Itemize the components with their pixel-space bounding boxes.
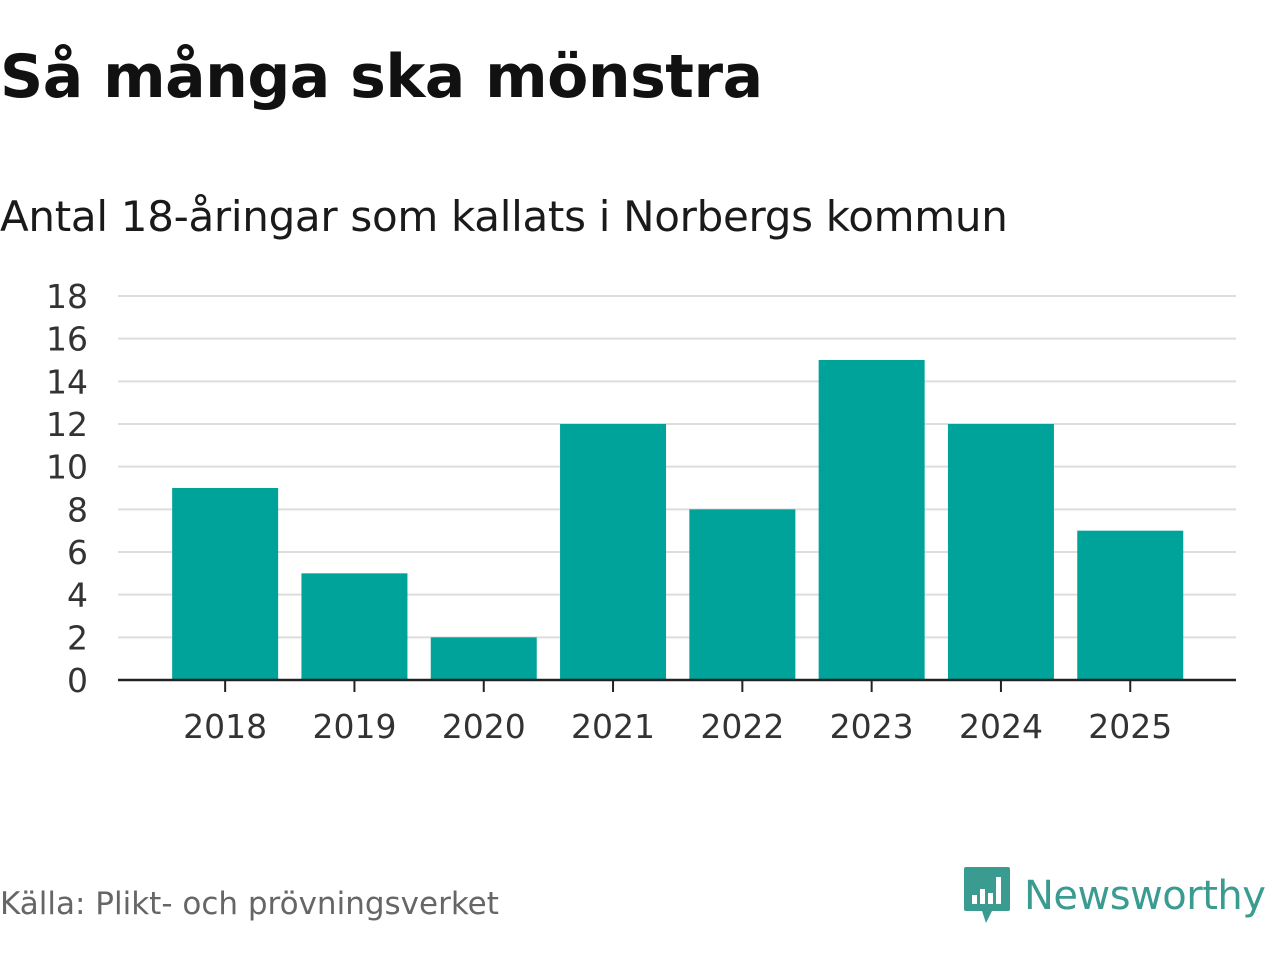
source-note: Källa: Plikt- och prövningsverket (0, 886, 499, 922)
bars (172, 360, 1184, 680)
y-tick-label: 8 (67, 490, 88, 529)
x-tick-labels: 2018 2019 2020 2021 2022 2023 2024 2025 (183, 707, 1172, 746)
x-tick-label: 2022 (700, 707, 784, 746)
y-tick-label: 14 (46, 362, 88, 401)
y-tick-label: 6 (67, 533, 88, 572)
x-axis (118, 678, 1236, 692)
x-tick-label: 2024 (959, 707, 1043, 746)
chart-subtitle: Antal 18-åringar som kallats i Norbergs … (0, 192, 1008, 241)
x-tick-label: 2021 (571, 707, 655, 746)
grid-lines (118, 295, 1236, 639)
chart-title: Så många ska mönstra (0, 42, 763, 112)
bar-2025 (1077, 530, 1184, 680)
y-tick-label: 0 (67, 661, 88, 700)
y-tick-label: 2 (67, 618, 88, 657)
bar-2024 (947, 424, 1054, 680)
brand[interactable]: Newsworthy (962, 864, 1266, 928)
y-tick-label: 10 (46, 448, 88, 487)
bar-2019 (301, 573, 408, 680)
x-tick-label: 2020 (442, 707, 526, 746)
y-tick-label: 16 (46, 320, 88, 359)
bar-2021 (560, 424, 667, 680)
x-tick-label: 2019 (312, 707, 396, 746)
y-tick-label: 4 (67, 576, 88, 615)
bar-2018 (172, 488, 279, 680)
newsworthy-logo-icon (964, 867, 1010, 923)
x-tick-label: 2023 (830, 707, 914, 746)
x-tick-label: 2018 (183, 707, 267, 746)
x-tick-label: 2025 (1088, 707, 1172, 746)
bar-2020 (430, 637, 537, 680)
brand-name: Newsworthy (1024, 873, 1266, 919)
bar-2022 (689, 509, 796, 680)
bar-2023 (818, 360, 925, 680)
y-tick-label: 12 (46, 405, 88, 444)
y-tick-label: 18 (46, 277, 88, 316)
